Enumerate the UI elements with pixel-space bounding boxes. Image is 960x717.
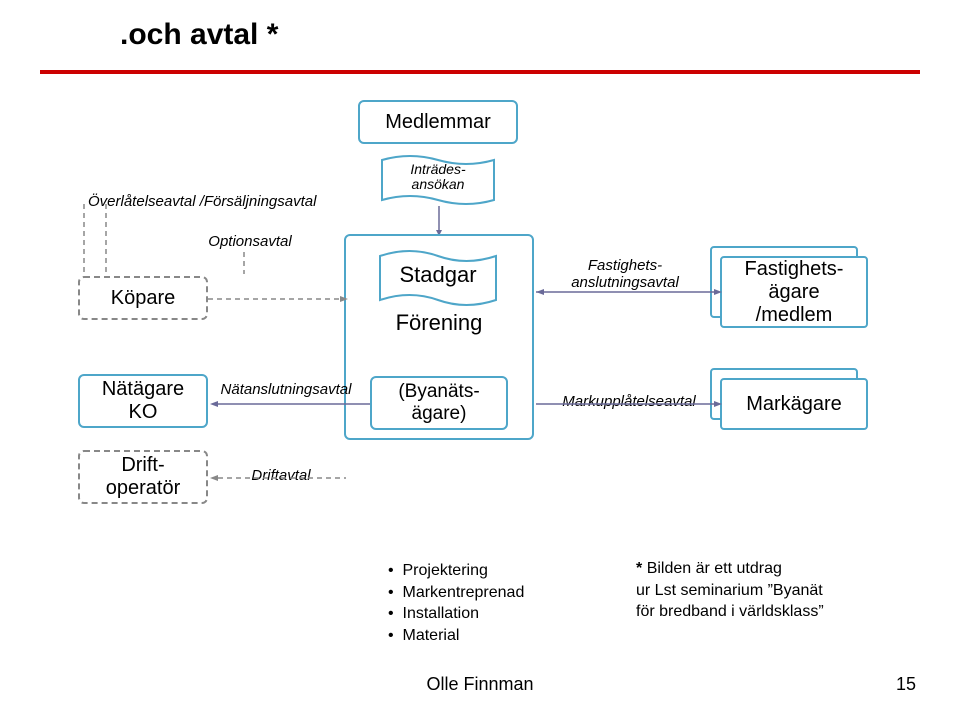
bullet-item: Material [388, 625, 524, 647]
node-fastagare: Fastighets-ägare/medlem [720, 256, 868, 328]
node-kopare: Köpare [78, 276, 208, 320]
label-overlatelse: Överlåtelseavtal /Försäljningsavtal [88, 194, 338, 211]
label-natanslut: Nätanslutningsavtal [216, 382, 356, 399]
bullet-item: Markentreprenad [388, 582, 524, 604]
forening-title: Förening [344, 310, 534, 336]
page-title: .och avtal * [120, 18, 278, 52]
slide: .och avtal * Medlemmar Inträdes-ansökan … [0, 0, 960, 717]
note-line: för bredband i världsklass” [636, 601, 824, 623]
arrow-kopare-forening [208, 296, 348, 302]
note-line: ur Lst seminarium ”Byanät [636, 580, 824, 602]
accent-bar [40, 70, 920, 74]
arrow-intrades-down [436, 206, 442, 236]
label-markuppl: Markupplåtelseavtal [554, 394, 704, 411]
footer-pagenum: 15 [896, 674, 916, 695]
bullet-list: Projektering Markentreprenad Installatio… [388, 560, 524, 646]
node-natagare: NätägareKO [78, 374, 208, 428]
node-driftop: Drift-operatör [78, 450, 208, 504]
label-options: Optionsavtal [190, 234, 310, 251]
node-byanats: (Byanäts-ägare) [370, 376, 508, 430]
intrades-text: Inträdes-ansökan [410, 161, 465, 192]
footer-author: Olle Finnman [0, 674, 960, 695]
node-intrades: Inträdes-ansökan [380, 154, 496, 206]
note-line: * Bilden är ett utdrag [636, 558, 824, 580]
footnote: * Bilden är ett utdrag ur Lst seminarium… [636, 558, 824, 623]
label-fastanslut: Fastighets-anslutningsavtal [560, 258, 690, 291]
node-medlemmar: Medlemmar [358, 100, 518, 144]
bullet-item: Installation [388, 603, 524, 625]
label-driftavtal: Driftavtal [236, 468, 326, 485]
stadgar-label: Stadgar [378, 248, 498, 288]
node-stadgar: Stadgar [378, 248, 498, 308]
note-text-0: Bilden är ett utdrag [647, 560, 782, 577]
bullet-item: Projektering [388, 560, 524, 582]
intrades-label: Inträdes-ansökan [380, 154, 496, 193]
node-markagare: Markägare [720, 378, 868, 430]
